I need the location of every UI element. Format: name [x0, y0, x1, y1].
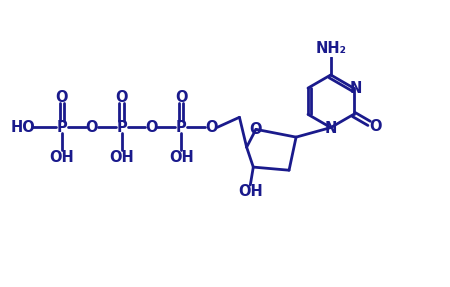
Text: OH: OH	[109, 150, 134, 165]
Text: O: O	[145, 120, 157, 135]
Text: P: P	[176, 120, 187, 135]
Text: O: O	[86, 120, 98, 135]
Text: OH: OH	[50, 150, 74, 165]
Text: P: P	[56, 120, 67, 135]
Text: NH₂: NH₂	[315, 41, 346, 56]
Text: OH: OH	[238, 183, 263, 199]
Text: N: N	[350, 81, 362, 96]
Text: O: O	[250, 122, 262, 137]
Text: O: O	[369, 119, 382, 134]
Text: O: O	[55, 90, 68, 105]
Text: OH: OH	[169, 150, 194, 165]
Text: P: P	[116, 120, 127, 135]
Text: O: O	[115, 90, 128, 105]
Text: HO: HO	[11, 120, 36, 135]
Text: N: N	[324, 121, 337, 136]
Text: O: O	[175, 90, 188, 105]
Text: O: O	[205, 120, 217, 135]
